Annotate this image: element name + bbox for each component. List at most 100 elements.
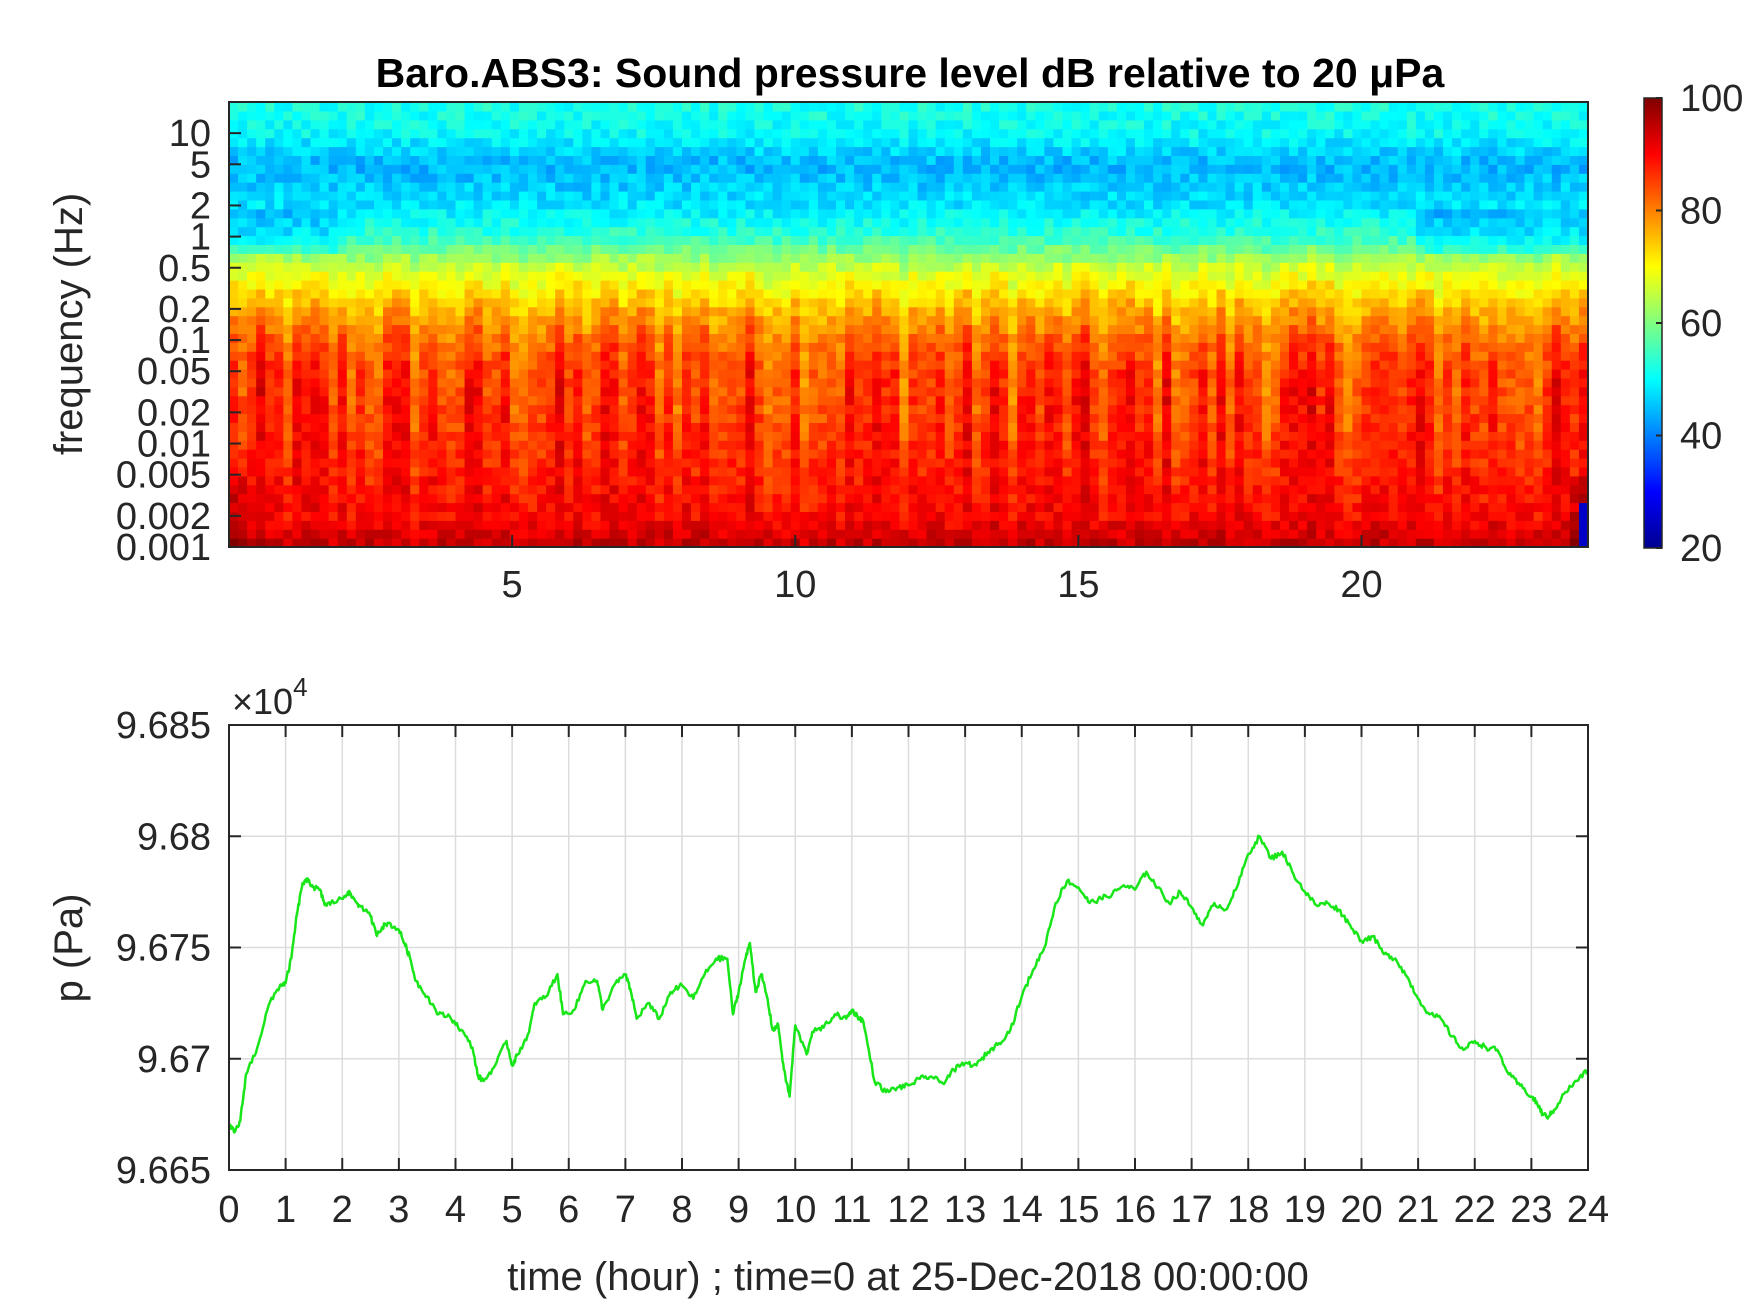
spectrogram-cell	[718, 395, 728, 406]
spectrogram-cell	[999, 333, 1009, 343]
spectrogram-cell	[836, 173, 846, 183]
spectrogram-cell	[247, 208, 257, 219]
spectrogram-cell	[727, 146, 737, 156]
spectrogram-cell	[537, 493, 547, 504]
spectrogram-cell	[672, 511, 683, 521]
spectrogram-cell	[555, 155, 565, 165]
spectrogram-cell	[935, 226, 946, 237]
spectrogram-cell	[1026, 342, 1036, 352]
spectrogram-cell	[754, 235, 765, 245]
spectrogram-cell	[709, 342, 719, 352]
spectrogram-cell	[872, 119, 882, 130]
spectrogram-cell	[745, 458, 756, 468]
spectrogram-cell	[863, 208, 873, 219]
spectrogram-cell	[1008, 475, 1018, 486]
spectrogram-cell	[999, 386, 1009, 397]
spectrogram-cell	[736, 191, 747, 201]
spectrogram-cell	[310, 333, 321, 343]
spectrogram-cell	[836, 110, 846, 121]
spectrogram-cell	[790, 102, 801, 112]
spectrogram-cell	[990, 324, 1000, 334]
spectrogram-cell	[645, 288, 656, 299]
spectrogram-cell	[727, 404, 737, 415]
spectrogram-cell	[537, 306, 547, 317]
spectrogram-cell	[854, 199, 864, 210]
spectrogram-cell	[754, 511, 765, 521]
spectrogram-cell	[392, 440, 402, 450]
spectrogram-cell	[1098, 386, 1109, 397]
spectrogram-cell	[464, 146, 475, 156]
spectrogram-cell	[1062, 502, 1073, 512]
spectrogram-cell	[1089, 520, 1100, 530]
spectrogram-cell	[899, 262, 910, 272]
spectrogram-cell	[319, 128, 330, 139]
spectrogram-cell	[781, 315, 792, 326]
spectrogram-cell	[473, 244, 484, 254]
spectrogram-cell	[826, 458, 837, 468]
spectrogram-cell	[591, 395, 602, 406]
spectrogram-cell	[799, 297, 810, 308]
spectrogram-cell	[455, 182, 466, 192]
spectrogram-cell	[392, 502, 402, 512]
spectrogram-cell	[274, 475, 284, 486]
spectrogram-cell	[1098, 173, 1109, 183]
spectrogram-cell	[1008, 244, 1018, 254]
spectrogram-cell	[727, 288, 737, 299]
spectrogram-cell	[292, 146, 303, 156]
spectrogram-cell	[636, 146, 647, 156]
spectrogram-cell	[990, 102, 1000, 112]
spectrogram-cell	[573, 511, 583, 521]
spectrogram-cell	[908, 351, 919, 361]
spectrogram-cell	[772, 422, 783, 432]
spectrogram-cell	[691, 511, 701, 521]
spectrogram-cell	[238, 182, 248, 192]
spectrogram-cell	[310, 288, 321, 299]
spectrogram-cell	[999, 217, 1009, 228]
spectrogram-cell	[980, 413, 991, 423]
spectrogram-cell	[337, 538, 348, 548]
spectrogram-cell	[727, 226, 737, 237]
spectrogram-cell	[908, 262, 919, 272]
spectrogram-cell	[745, 173, 756, 183]
spectrogram-cell	[745, 253, 756, 263]
spectrogram-cell	[256, 262, 266, 272]
spectrogram-cell	[654, 262, 665, 272]
spectrogram-cell	[428, 315, 438, 326]
spectrogram-cell	[265, 449, 275, 459]
spectrogram-cell	[1125, 208, 1136, 219]
spectrogram-cell	[971, 253, 982, 263]
spectrogram-cell	[1080, 386, 1091, 397]
spectrogram-cell	[709, 377, 719, 388]
spectrogram-cell	[727, 191, 737, 201]
spectrogram-cell	[1080, 128, 1091, 139]
spectrogram-cell	[881, 315, 891, 326]
spectrogram-cell	[355, 449, 366, 459]
spectrogram-cell	[482, 226, 493, 237]
spectrogram-cell	[537, 271, 547, 281]
spectrogram-cell	[1089, 262, 1100, 272]
spectrogram-cell	[582, 484, 592, 495]
spectrogram-cell	[1035, 128, 1045, 139]
spectrogram-cell	[301, 360, 312, 370]
spectrogram-cell	[1017, 226, 1027, 237]
spectrogram-cell	[428, 306, 438, 317]
spectrogram-cell	[1089, 484, 1100, 495]
spectrogram-cell	[265, 351, 275, 361]
spectrogram-cell	[1107, 173, 1118, 183]
spectrogram-cell	[319, 369, 330, 379]
spectrogram-cell	[799, 244, 810, 254]
spectrogram-cell	[790, 342, 801, 352]
spectrogram-cell	[1071, 199, 1082, 210]
spectrogram-cell	[799, 493, 810, 504]
spectrogram-cell	[845, 458, 855, 468]
spectrogram-cell	[1044, 244, 1055, 254]
spectrogram-cell	[1062, 146, 1073, 156]
spectrogram-cell	[319, 511, 330, 521]
spectrogram-cell	[546, 458, 556, 468]
spectrogram-cell	[283, 288, 294, 299]
spectrogram-cell	[826, 155, 837, 165]
spectrogram-cell	[962, 217, 973, 228]
spectrogram-cell	[537, 431, 547, 441]
spectrogram-cell	[781, 102, 792, 112]
spectrogram-cell	[546, 475, 556, 486]
